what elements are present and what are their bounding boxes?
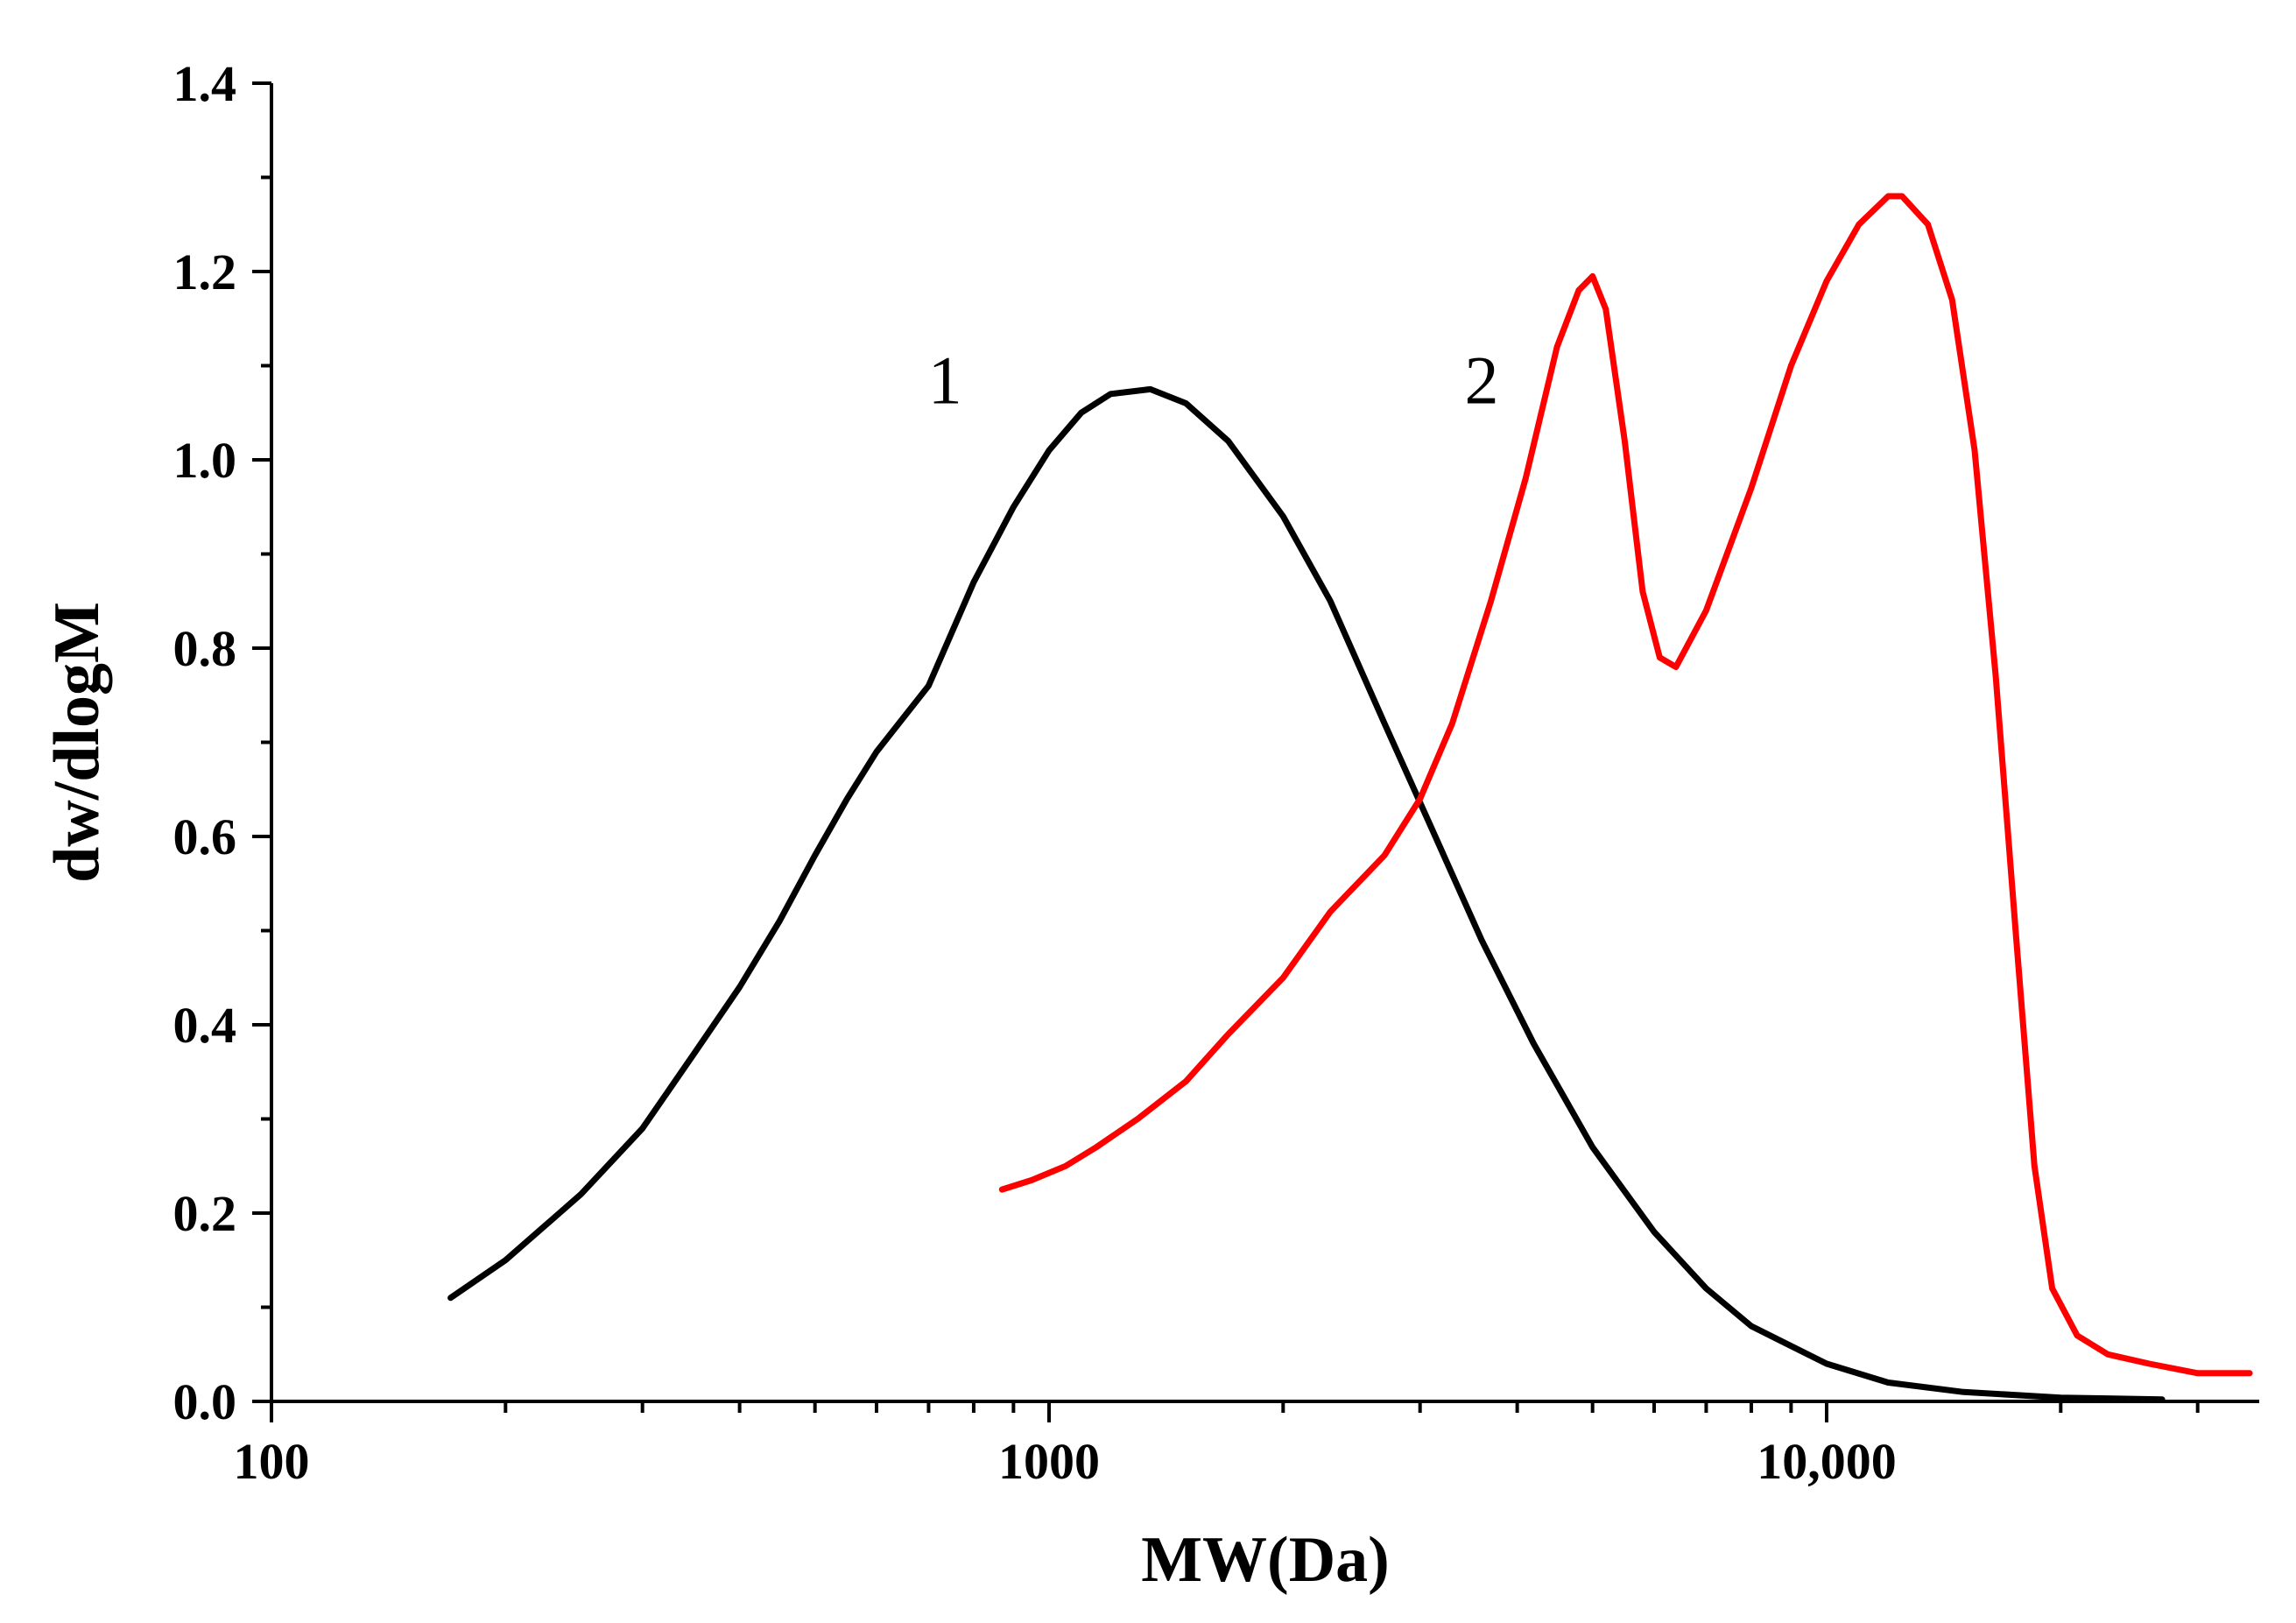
y-axis-title: dw/dlogM [41, 602, 113, 883]
y-tick-label: 1.0 [173, 432, 237, 489]
x-axis-ticks: 100 1000 10,000 [234, 1401, 2200, 1490]
y-axis-ticks: 0.0 0.2 0.4 0.6 0.8 1.0 1.2 1.4 [173, 55, 271, 1430]
series-line-1 [447, 385, 2166, 1403]
x-tick-label: 10,000 [1757, 1433, 1897, 1490]
y-tick-label: 0.4 [173, 997, 237, 1054]
y-tick-label: 0.8 [173, 620, 237, 677]
x-tick-label: 1000 [998, 1433, 1100, 1490]
series-line-2 [998, 193, 2253, 1377]
y-tick-label: 1.2 [173, 243, 237, 300]
curve-label-2: 2 [1464, 342, 1498, 419]
x-axis-title: MW(Da) [1141, 1524, 1390, 1596]
y-tick-label: 1.4 [173, 55, 237, 112]
y-tick-label: 0.6 [173, 808, 237, 865]
curve-label-1: 1 [928, 342, 962, 419]
x-tick-label: 100 [234, 1433, 310, 1490]
y-tick-label: 0.0 [173, 1373, 237, 1430]
y-tick-label: 0.2 [173, 1185, 237, 1242]
